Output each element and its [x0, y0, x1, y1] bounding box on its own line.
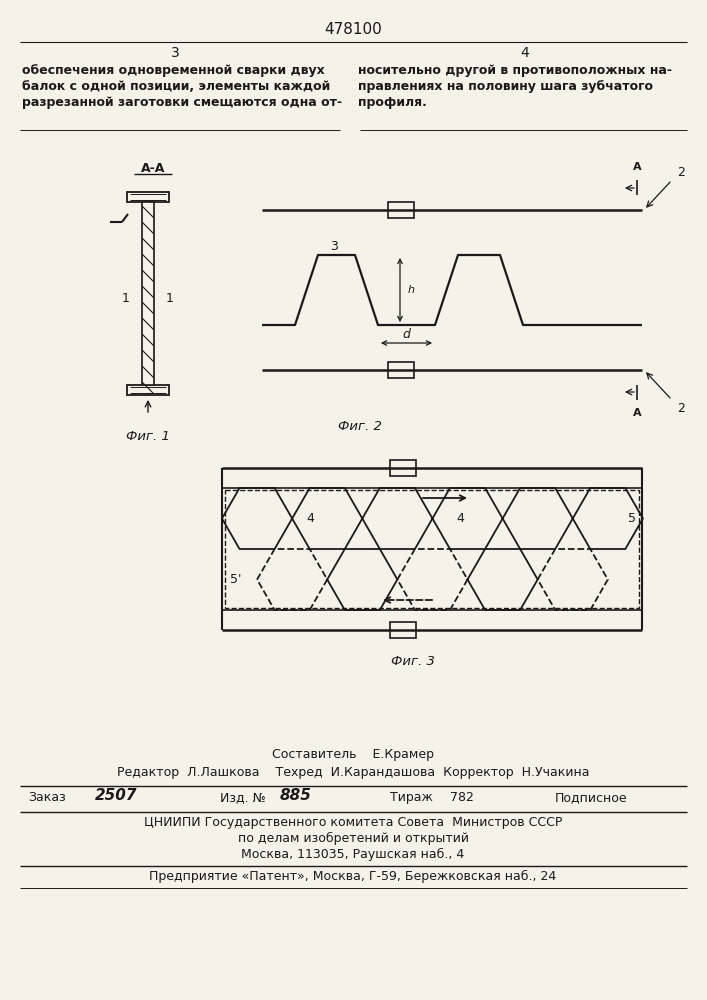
- Text: Фиг. 1: Фиг. 1: [126, 430, 170, 443]
- Text: правлениях на половину шага зубчатого: правлениях на половину шага зубчатого: [358, 80, 653, 93]
- Bar: [127, 192, 169, 202]
- Text: Изд. №: Изд. №: [220, 791, 266, 804]
- Text: А: А: [633, 162, 641, 172]
- Text: обеспечения одновременной сварки двух: обеспечения одновременной сварки двух: [22, 64, 325, 77]
- Text: 5': 5': [230, 573, 242, 586]
- Text: 885: 885: [280, 788, 312, 803]
- Text: разрезанной заготовки смещаются одна от-: разрезанной заготовки смещаются одна от-: [22, 96, 342, 109]
- Text: Фиг. 2: Фиг. 2: [338, 420, 382, 433]
- Text: Подписное: Подписное: [555, 791, 628, 804]
- Text: 4: 4: [520, 46, 530, 60]
- Text: Составитель    Е.Крамер: Составитель Е.Крамер: [272, 748, 434, 761]
- Bar: [388, 202, 414, 218]
- Bar: [390, 622, 416, 638]
- Text: профиля.: профиля.: [358, 96, 427, 109]
- Text: по делам изобретений и открытий: по делам изобретений и открытий: [238, 832, 469, 845]
- Text: Фиг. 3: Фиг. 3: [391, 655, 435, 668]
- Text: балок с одной позиции, элементы каждой: балок с одной позиции, элементы каждой: [22, 80, 330, 93]
- Text: 782: 782: [450, 791, 474, 804]
- Text: 4: 4: [456, 512, 464, 525]
- Text: 1: 1: [166, 292, 174, 304]
- Text: ЦНИИПИ Государственного комитета Совета  Министров СССР: ЦНИИПИ Государственного комитета Совета …: [144, 816, 562, 829]
- Text: А: А: [633, 408, 641, 418]
- Bar: [142, 202, 154, 385]
- Text: Заказ: Заказ: [28, 791, 66, 804]
- Bar: [388, 362, 414, 378]
- Text: Тираж: Тираж: [390, 791, 433, 804]
- Bar: [390, 460, 416, 476]
- Text: 2: 2: [677, 165, 685, 178]
- Bar: [225, 490, 639, 608]
- Text: А-А: А-А: [141, 162, 165, 175]
- Text: носительно другой в противоположных на-: носительно другой в противоположных на-: [358, 64, 672, 77]
- Text: 2: 2: [677, 401, 685, 414]
- Text: 3: 3: [330, 240, 338, 253]
- Text: d: d: [402, 328, 410, 341]
- Text: 1: 1: [122, 292, 130, 304]
- Text: 2507: 2507: [95, 788, 137, 803]
- Text: Москва, 113035, Раушская наб., 4: Москва, 113035, Раушская наб., 4: [241, 848, 464, 861]
- Text: 4: 4: [306, 512, 314, 525]
- Text: 478100: 478100: [324, 22, 382, 37]
- Text: h: h: [408, 285, 415, 295]
- Bar: [127, 385, 169, 395]
- Text: Предприятие «Патент», Москва, Г-59, Бережковская наб., 24: Предприятие «Патент», Москва, Г-59, Бере…: [149, 870, 556, 883]
- Text: Редактор  Л.Лашкова    Техред  И.Карандашова  Корректор  Н.Учакина: Редактор Л.Лашкова Техред И.Карандашова …: [117, 766, 589, 779]
- Text: 5: 5: [628, 512, 636, 525]
- Text: 3: 3: [170, 46, 180, 60]
